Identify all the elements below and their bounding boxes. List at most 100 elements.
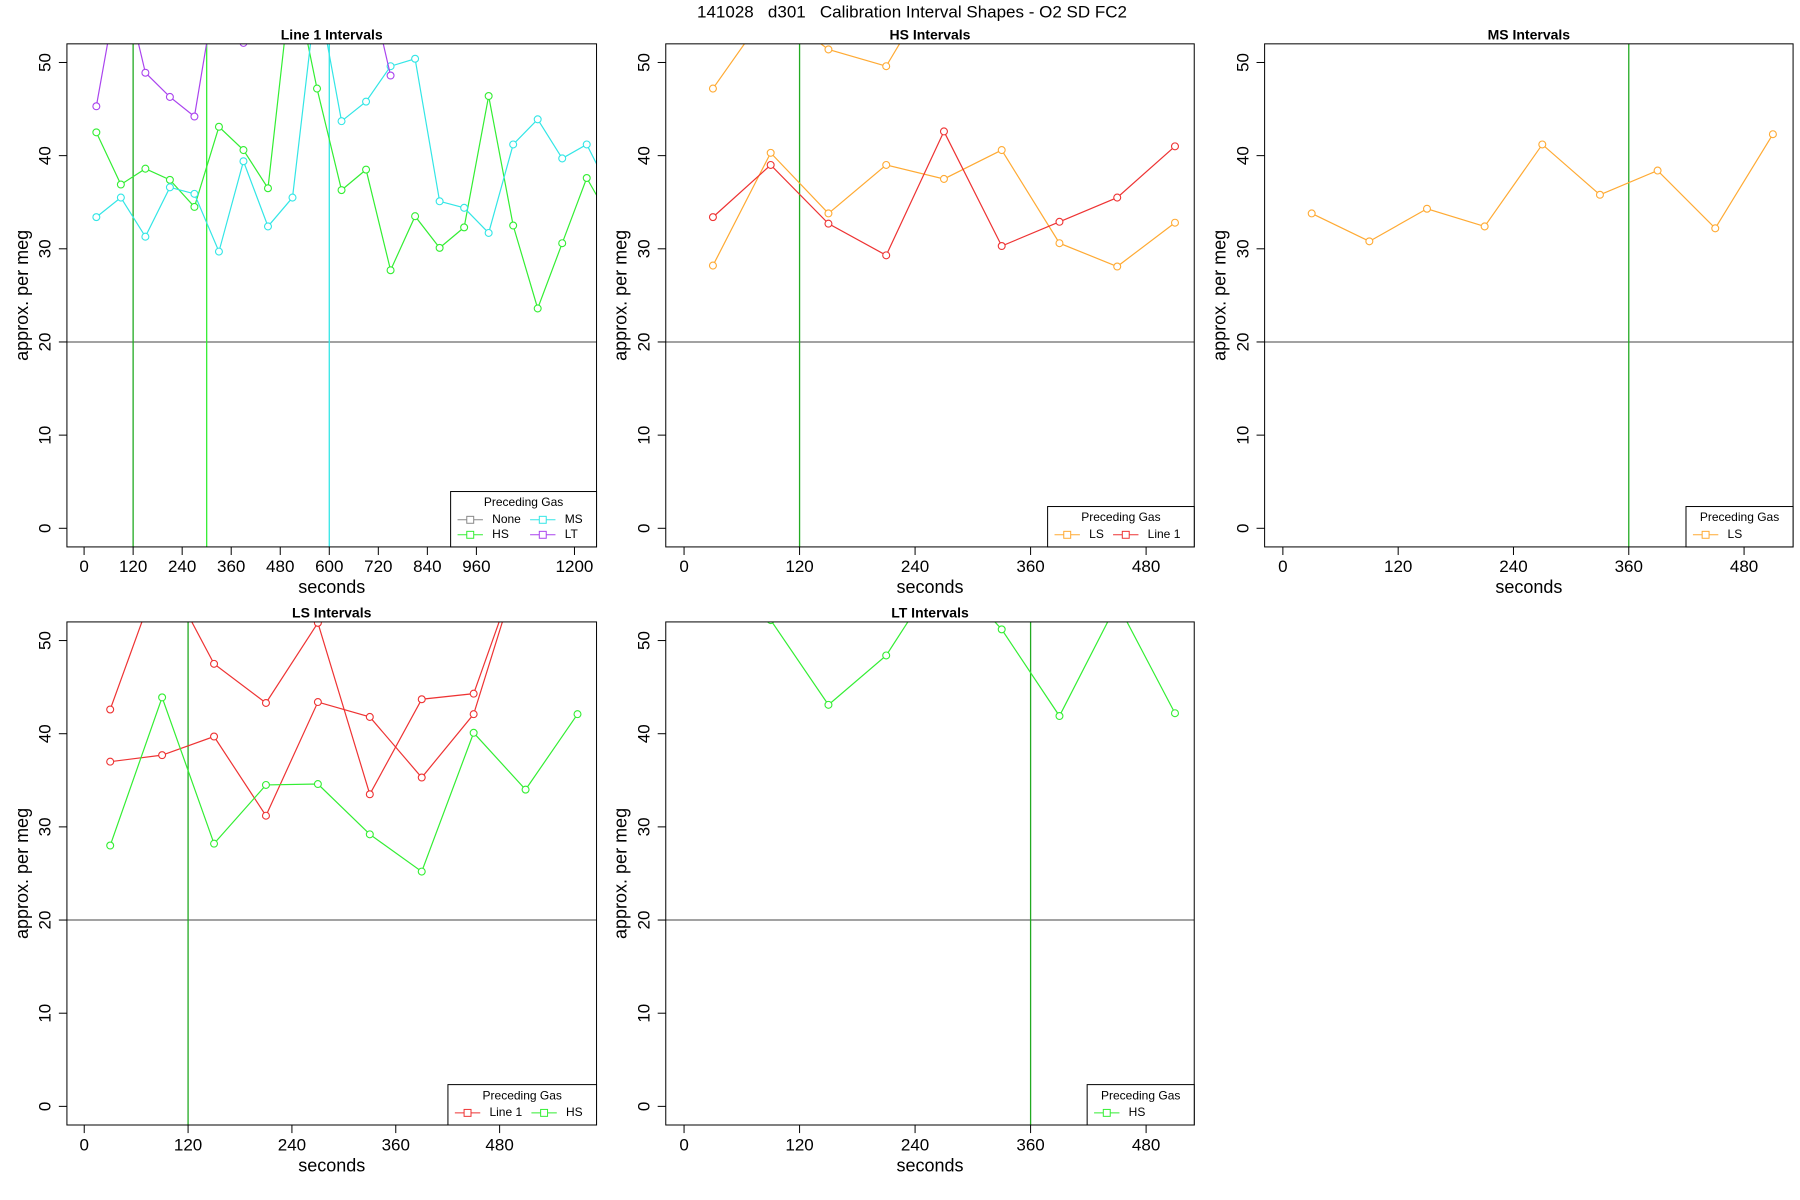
data-point [190, 202, 199, 211]
y-tick-label: 0 [36, 1102, 55, 1111]
y-tick-label: 0 [634, 524, 653, 533]
x-tick-label: 240 [278, 1135, 306, 1154]
data-point [558, 154, 567, 163]
data-point [313, 621, 322, 627]
panel-title: Line 1 Intervals [281, 26, 383, 42]
data-point [558, 239, 567, 248]
y-tick-label: 20 [1233, 333, 1252, 352]
data-point [1653, 166, 1662, 175]
data-point [362, 165, 371, 174]
data-point [882, 62, 891, 71]
panel-title: HS Intervals [890, 26, 971, 42]
x-tick-label: 240 [1499, 557, 1527, 576]
plot-area [1264, 43, 1794, 547]
legend-symbol [463, 1108, 472, 1117]
x-axis-label: seconds [896, 1155, 963, 1175]
data-point [261, 811, 270, 820]
data-point [1170, 709, 1179, 718]
data-point [435, 243, 444, 252]
legend-title: Preceding Gas [1700, 510, 1779, 524]
x-tick-label: 0 [79, 1135, 88, 1154]
y-tick-label: 10 [36, 1004, 55, 1023]
series-line [95, 43, 597, 254]
data-point [210, 839, 219, 848]
data-point [417, 773, 426, 782]
legend-label: LS [1728, 527, 1743, 541]
x-tick-label: 360 [1016, 1135, 1044, 1154]
data-point [708, 261, 717, 270]
x-tick-label: 720 [364, 557, 392, 576]
y-tick-label: 40 [634, 724, 653, 743]
series-line [712, 149, 1176, 268]
x-tick-label: 1200 [556, 557, 594, 576]
x-tick-label: 360 [382, 1135, 410, 1154]
data-point [766, 148, 775, 157]
x-tick-label: 240 [901, 1135, 929, 1154]
y-tick-label: 40 [36, 146, 55, 165]
legend-title: Preceding Gas [1101, 1088, 1180, 1102]
x-axis-label: seconds [298, 1155, 365, 1175]
data-point [365, 830, 374, 839]
legend-symbol [538, 530, 547, 539]
legend-label: MS [565, 512, 583, 526]
data-point [573, 710, 582, 719]
legend-box [1685, 506, 1794, 548]
data-point [1538, 140, 1547, 149]
data-point [263, 184, 272, 193]
data-point [939, 174, 948, 183]
y-tick-label: 0 [36, 524, 55, 533]
data-point [1422, 204, 1432, 213]
data-point [608, 189, 615, 196]
data-point [313, 698, 322, 707]
legend-symbol [466, 530, 475, 539]
x-tick-label: 120 [785, 557, 813, 576]
y-axis-label: approx. per meg [1210, 230, 1230, 361]
legend-title: Preceding Gas [1081, 510, 1160, 524]
data-point [411, 54, 420, 63]
x-axis-label: seconds [298, 577, 365, 597]
data-point [165, 175, 174, 184]
data-point [521, 785, 530, 794]
y-tick-label: 20 [36, 911, 55, 930]
data-point [106, 757, 115, 766]
series-line [712, 130, 1176, 257]
data-point [214, 247, 223, 256]
y-tick-label: 40 [1233, 146, 1252, 165]
data-point [288, 193, 297, 202]
legend-symbol [1102, 1108, 1111, 1117]
legend-box [447, 1084, 598, 1126]
plot-area [665, 43, 1195, 547]
y-tick-label: 20 [634, 333, 653, 352]
data-point [239, 157, 248, 166]
y-tick-label: 50 [1233, 53, 1252, 72]
plot-frame [66, 621, 598, 1126]
data-point [708, 213, 717, 222]
data-point [1480, 222, 1489, 231]
data-point [582, 173, 591, 183]
data-point [210, 659, 219, 668]
legend-label: HS [1129, 1105, 1146, 1119]
y-tick-label: 40 [634, 146, 653, 165]
plot-area [66, 43, 615, 547]
data-point [141, 68, 150, 77]
data-point [882, 160, 891, 169]
y-tick-label: 10 [36, 426, 55, 445]
data-point [165, 183, 174, 192]
data-point [116, 193, 125, 202]
panel-title: LS Intervals [292, 605, 372, 621]
y-tick-label: 20 [36, 333, 55, 352]
data-point [997, 625, 1006, 634]
x-axis-label: seconds [896, 577, 963, 597]
x-tick-label: 240 [901, 557, 929, 576]
data-point [882, 251, 891, 260]
legend-symbol [466, 515, 475, 524]
legend-symbol [540, 1108, 549, 1117]
y-tick-label: 10 [634, 1004, 653, 1023]
data-point [141, 232, 150, 241]
data-point [824, 45, 833, 54]
data-point [435, 197, 444, 206]
data-point [1113, 193, 1122, 202]
x-axis-label: seconds [1495, 577, 1562, 597]
data-point [608, 217, 615, 224]
series-line [771, 621, 1176, 718]
